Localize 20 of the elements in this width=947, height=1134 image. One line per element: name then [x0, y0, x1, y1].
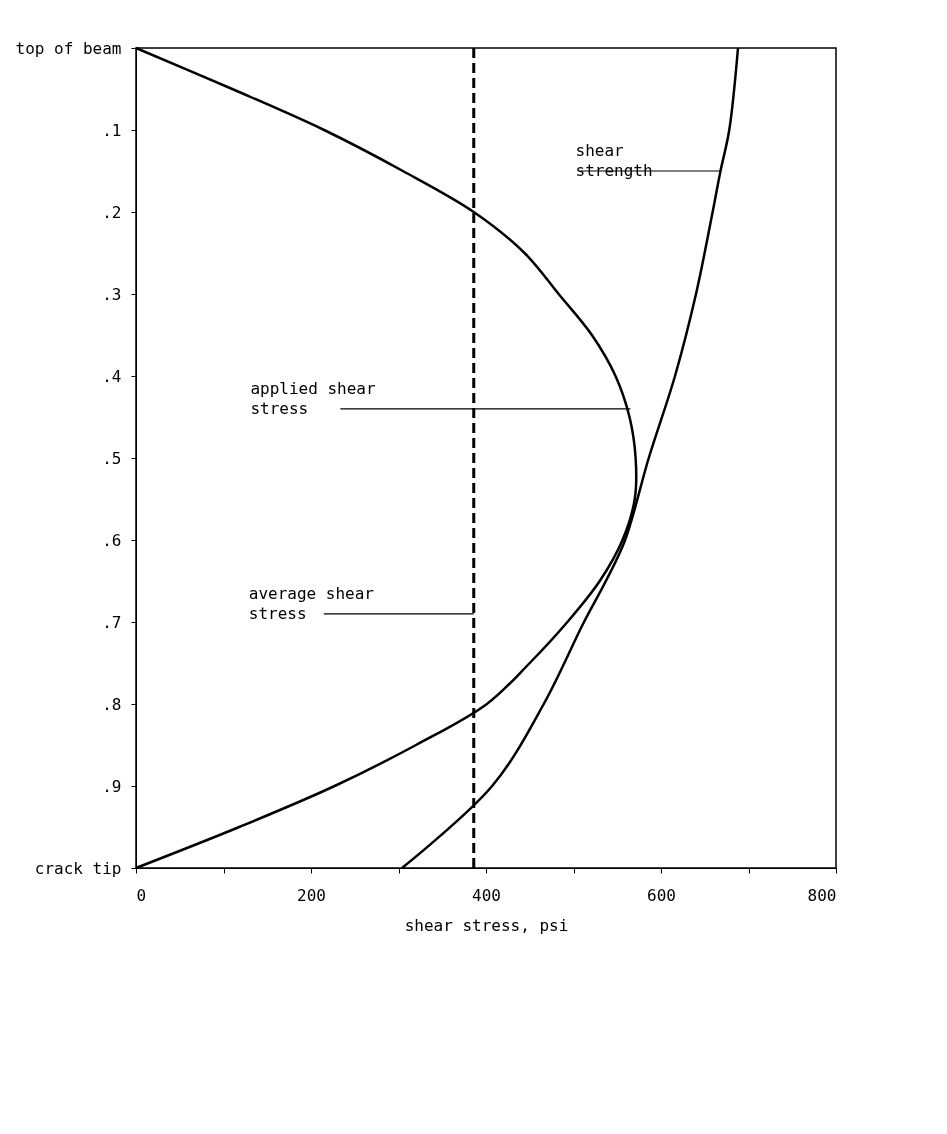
y-tick-label: .9	[102, 776, 122, 796]
y-tick-label: .6	[102, 530, 122, 550]
x-tick-label: 600	[647, 885, 676, 905]
annotation: average shear stress	[248, 583, 375, 623]
annotation: applied shear stress	[250, 378, 376, 418]
y-tick-label: crack tip	[34, 858, 122, 878]
y-tick-label: .3	[102, 284, 122, 304]
annotation: shear strength	[575, 141, 653, 180]
y-tick-label: .5	[102, 448, 122, 468]
x-tick-label: 200	[297, 885, 326, 905]
x-axis-title: shear stress, psi	[404, 915, 569, 935]
x-tick-label: 400	[472, 885, 501, 905]
x-tick-label: 800	[807, 885, 837, 905]
y-tick-label: .1	[102, 120, 122, 140]
y-tick-label: .7	[102, 612, 122, 632]
x-tick-label: 0	[136, 885, 147, 905]
y-tick-label: .2	[102, 202, 122, 222]
y-tick-label: .4	[102, 366, 122, 386]
y-tick-label: .8	[102, 694, 122, 714]
y-tick-label: top of beam	[15, 38, 122, 58]
